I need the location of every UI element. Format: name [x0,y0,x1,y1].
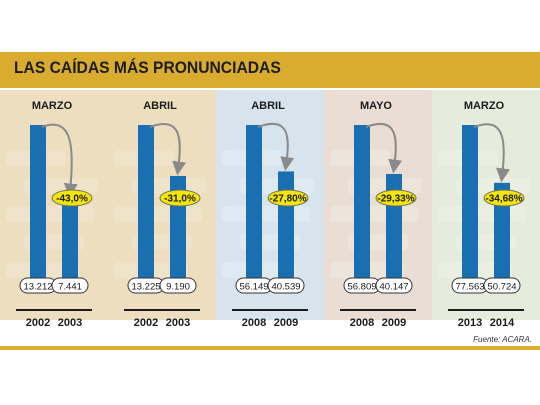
panel-month-label: MARZO [464,100,505,112]
value-label: 13.225 [131,282,160,293]
bar-2002 [138,125,154,292]
panel-month-label: ABRIL [251,100,285,112]
bar-2009 [278,171,294,292]
panel-texture [438,206,526,222]
change-badge [267,189,309,207]
year-label: 2013 [458,317,482,329]
value-label: 40.539 [271,282,300,293]
change-percent: -27,80% [269,194,306,205]
year-label: 2003 [166,317,190,329]
change-arrow [473,123,510,183]
year-label: 2009 [274,317,298,329]
year-label: 2002 [26,317,50,329]
year-label: 2003 [58,317,82,329]
bar-2003 [62,197,78,292]
change-arrow [257,122,295,171]
panel-month-label: ABRIL [143,100,177,112]
change-badge [375,189,417,207]
panel-baseline [16,309,92,311]
value-label-box [483,277,521,294]
change-badge [159,189,201,207]
change-percent: -34,68% [485,194,522,205]
panel-baseline [340,309,416,311]
panel-texture [222,206,310,222]
year-label: 2009 [382,317,406,329]
year-label: 2008 [242,317,266,329]
value-label: 50.724 [487,282,516,293]
change-badge [483,189,525,207]
panel-baseline [448,309,524,311]
footer-bar [0,346,540,350]
value-label: 9.190 [166,282,190,293]
chart-title: LAS CAÍDAS MÁS PRONUNCIADAS [14,58,281,77]
change-arrow [149,123,187,176]
value-label-box [51,277,89,294]
change-arrow [41,123,78,198]
bar-2008 [354,125,370,292]
change-arrow [365,122,403,174]
value-label: 77.563 [455,282,484,293]
title-bar [0,52,540,88]
value-label-box [375,277,413,294]
year-label: 2002 [134,317,158,329]
bar-2014 [494,182,510,292]
change-badge [51,189,93,207]
panel-baseline [124,309,200,311]
bar-2013 [462,125,478,292]
change-percent: -31,0% [164,194,196,205]
panel-month-label: MARZO [32,100,73,112]
value-label: 7.441 [58,282,82,293]
year-label: 2014 [490,317,515,329]
value-label: 56.809 [347,282,376,293]
change-percent: -43,0% [56,194,88,205]
value-label: 40.147 [379,282,408,293]
value-label: 56.149 [239,282,268,293]
panel-baseline [232,309,308,311]
year-label: 2008 [350,317,374,329]
panel-texture [6,206,94,222]
value-label-box [267,277,305,294]
panel-month-label: MAYO [360,100,392,112]
bar-2002 [30,125,46,292]
bar-2008 [246,125,262,292]
panel-texture [114,206,202,222]
value-label-box [159,277,197,294]
source-note: Fuente: ACARA. [473,335,532,344]
value-label: 13.212 [23,282,52,293]
change-percent: -29,33% [377,194,414,205]
panel-texture [330,206,418,222]
